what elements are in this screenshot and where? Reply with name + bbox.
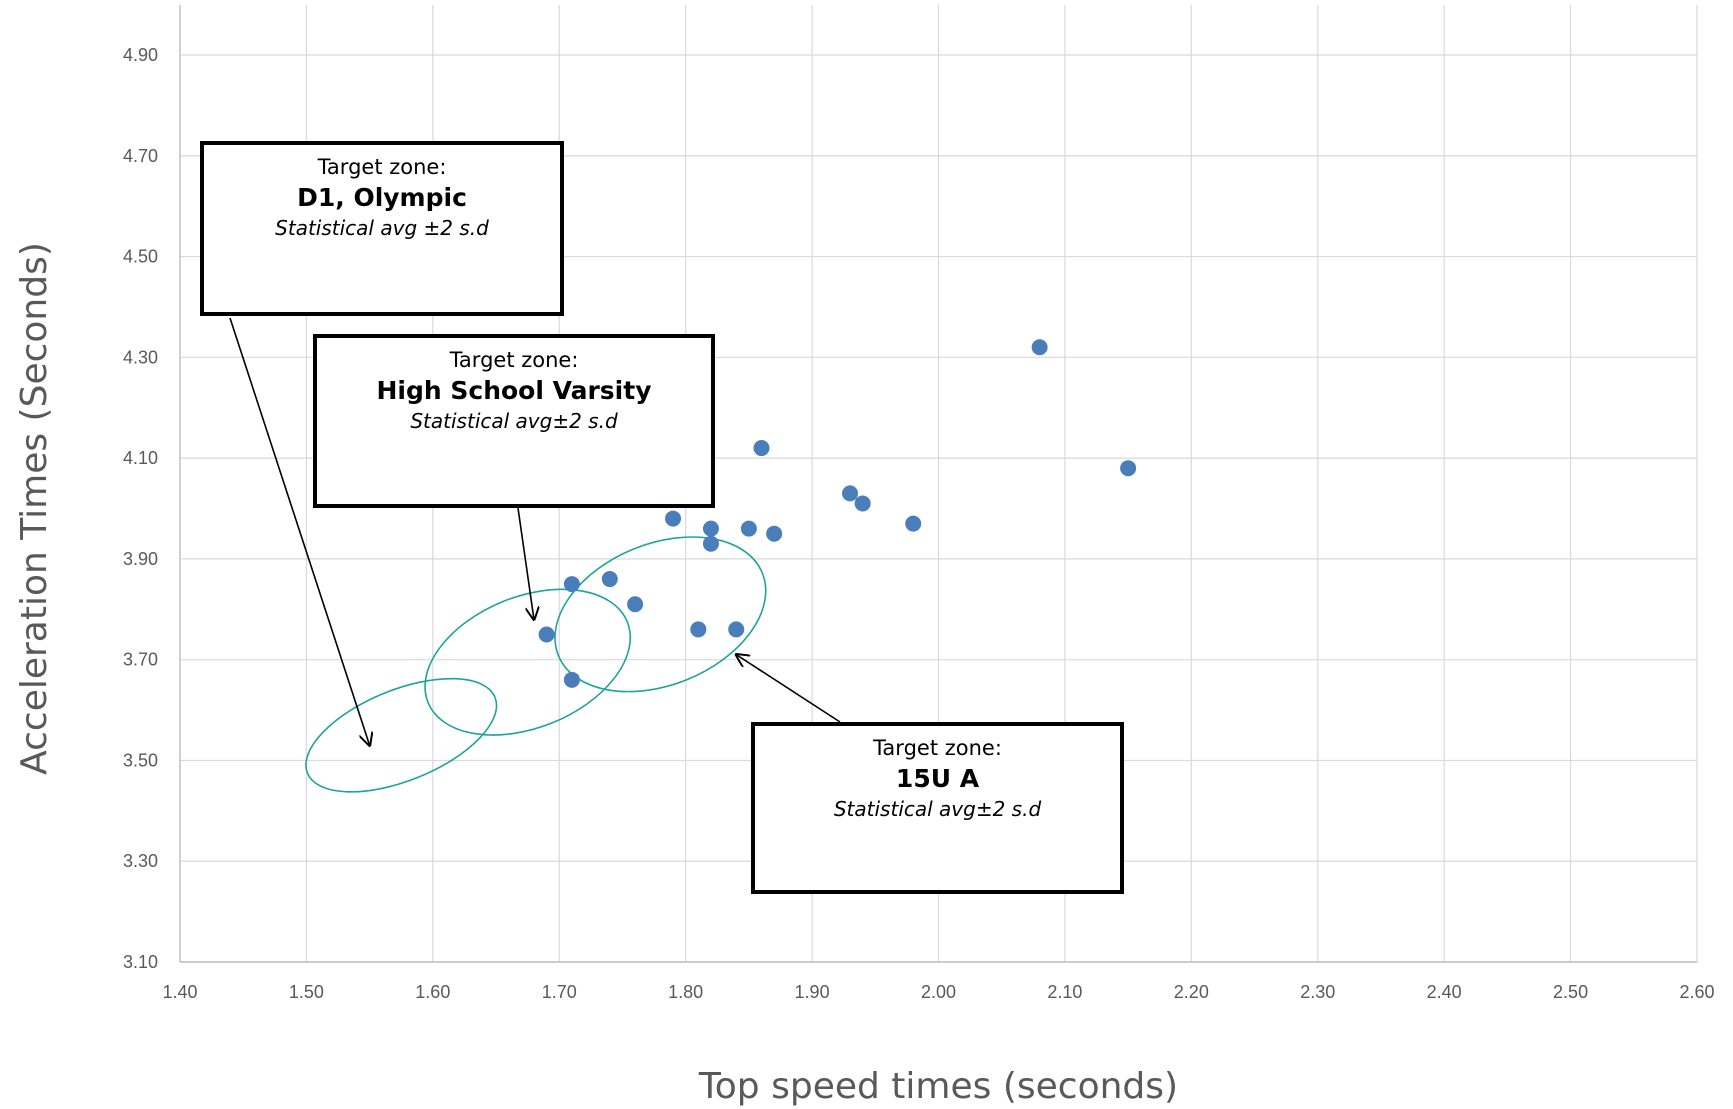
callout-note: Statistical avg±2 s.d (410, 409, 618, 433)
y-tick-label: 3.30 (123, 851, 158, 871)
data-point (1031, 339, 1048, 356)
annotation-arrows (229, 317, 841, 745)
data-point (538, 626, 555, 643)
callout-high-school-varsity: Target zone: High School Varsity Statist… (313, 334, 715, 508)
y-tick-label: 3.50 (123, 750, 158, 770)
data-point (627, 596, 644, 613)
x-tick-label: 1.50 (289, 982, 324, 1002)
x-tick-label: 1.70 (542, 982, 577, 1002)
callout-heading: Target zone: (449, 348, 579, 372)
data-point (665, 510, 682, 527)
data-point (740, 520, 757, 537)
data-point (753, 440, 770, 457)
data-point (766, 525, 783, 542)
x-tick-label: 2.60 (1679, 982, 1714, 1002)
x-tick-label: 2.00 (921, 982, 956, 1002)
data-point (702, 535, 719, 552)
callout-note: Statistical avg ±2 s.d (275, 216, 489, 240)
data-point (690, 621, 707, 638)
y-axis-title: Acceleration Times (Seconds) (14, 242, 55, 775)
y-tick-label: 4.70 (123, 146, 158, 166)
x-tick-label: 2.50 (1553, 982, 1588, 1002)
y-tick-label: 3.90 (123, 549, 158, 569)
target-zone-ellipse (554, 536, 767, 693)
y-tick-label: 4.90 (123, 45, 158, 65)
data-point (563, 576, 580, 593)
data-point (601, 571, 618, 588)
callout-15u-a: Target zone: 15U A Statistical avg±2 s.d (751, 722, 1124, 894)
x-tick-label: 2.10 (1047, 982, 1082, 1002)
y-tick-label: 4.10 (123, 448, 158, 468)
callout-zone-name: 15U A (895, 764, 980, 793)
data-point (842, 485, 859, 502)
callout-arrow (517, 507, 534, 619)
callout-zone-name: High School Varsity (376, 376, 652, 405)
x-axis-title: Top speed times (seconds) (698, 1066, 1178, 1107)
callout-heading: Target zone: (317, 155, 447, 179)
data-point (563, 671, 580, 688)
callout-zone-name: D1, Olympic (297, 183, 467, 212)
data-point (854, 495, 871, 512)
y-tick-label: 3.10 (123, 952, 158, 972)
x-tick-label: 1.40 (162, 982, 197, 1002)
target-zones (305, 536, 767, 793)
data-point (1120, 460, 1137, 477)
target-zone-ellipse (424, 588, 632, 736)
y-tick-label: 3.70 (123, 650, 158, 670)
data-point (905, 515, 922, 532)
y-tick-label: 4.30 (123, 347, 158, 367)
x-tick-label: 1.90 (795, 982, 830, 1002)
data-points (538, 339, 1137, 688)
x-tick-label: 2.20 (1174, 982, 1209, 1002)
data-point (702, 520, 719, 537)
data-point (728, 621, 745, 638)
callout-heading: Target zone: (873, 736, 1002, 760)
axes: 1.40 1.50 1.60 1.70 1.80 1.90 2.00 2.10 2.20 2.30… (123, 5, 1715, 1002)
callout-d1-olympic: Target zone: D1, Olympic Statistical avg… (200, 141, 564, 316)
x-tick-label: 1.60 (415, 982, 450, 1002)
x-tick-label: 1.80 (668, 982, 703, 1002)
target-zone-ellipse (305, 677, 498, 793)
callout-arrow (736, 655, 841, 723)
callout-note: Statistical avg±2 s.d (833, 797, 1042, 821)
callout-arrow (229, 317, 370, 745)
x-tick-label: 2.30 (1300, 982, 1335, 1002)
x-tick-label: 2.40 (1427, 982, 1462, 1002)
y-tick-label: 4.50 (123, 247, 158, 267)
